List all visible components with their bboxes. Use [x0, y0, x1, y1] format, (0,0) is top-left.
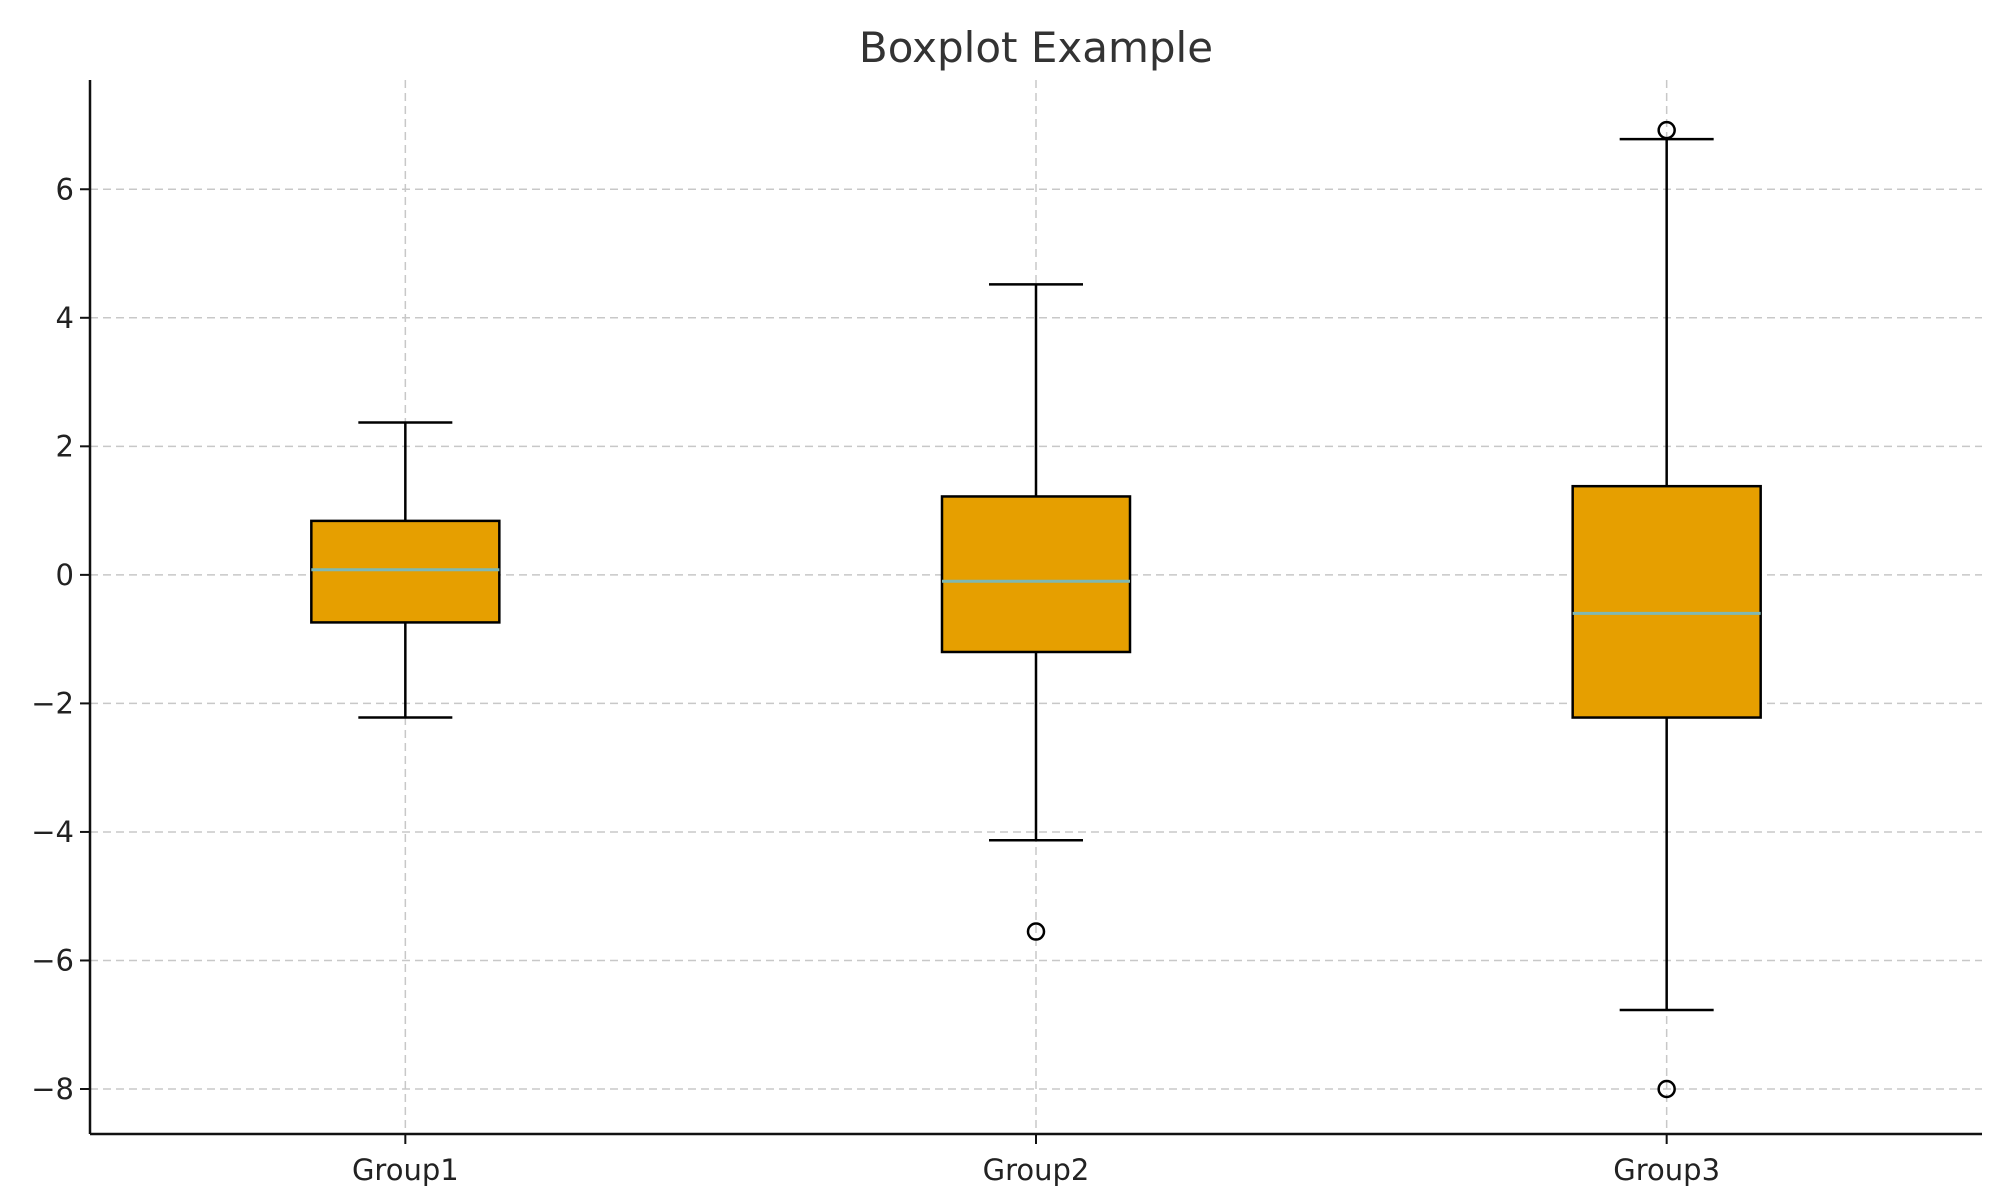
box-group-group2: [940, 283, 1132, 941]
outlier-point: [1026, 922, 1046, 941]
x-tick-label: Group3: [1613, 1153, 1720, 1187]
axes: [80, 80, 1982, 1144]
outlier-point: [1657, 1079, 1676, 1099]
iqr-box: [1571, 484, 1762, 719]
x-tick-label: Group1: [352, 1153, 459, 1187]
y-tick-label: −6: [31, 943, 74, 977]
y-tick-label: 0: [56, 558, 74, 592]
box-group-group3: [1571, 120, 1762, 1099]
y-tick-label: −8: [31, 1072, 74, 1106]
iqr-box: [940, 495, 1132, 654]
y-tick-label: 4: [56, 301, 74, 335]
iqr-box: [310, 519, 501, 624]
box-group-group1: [310, 421, 501, 719]
y-tick-label: −4: [31, 815, 74, 849]
tick-labels: −8 −6 −4 −2 0 2 4 6 Group1 Group2 Group3: [31, 172, 1720, 1187]
outlier-point: [1657, 120, 1676, 140]
boxes: [310, 120, 1762, 1099]
y-tick-label: 6: [56, 172, 74, 206]
x-tick-label: Group2: [983, 1153, 1090, 1187]
chart-title: Boxplot Example: [859, 23, 1213, 72]
y-tick-label: 2: [56, 429, 74, 463]
y-tick-label: −2: [31, 686, 74, 720]
